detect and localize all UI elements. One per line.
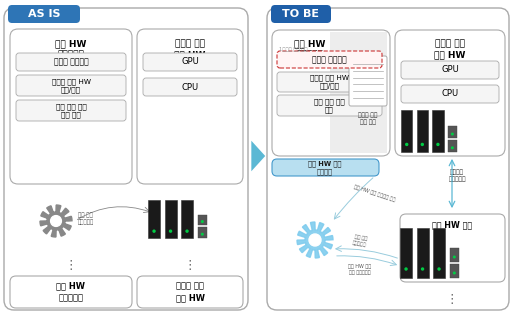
FancyBboxPatch shape [143,53,237,71]
Bar [417,228,428,278]
Text: 고성능 시버
노드 HW: 고성능 시버 노드 HW [435,39,466,60]
Text: 토컬 HW
관리시스템: 토컬 HW 관리시스템 [55,39,87,60]
Bar [148,200,160,238]
Text: 시스템 모니터링: 시스템 모니터링 [311,55,346,64]
Text: GPU: GPU [441,65,459,75]
Text: 확장 HW 모듈
제어 인터페이스: 확장 HW 모듈 제어 인터페이스 [348,264,371,275]
FancyBboxPatch shape [277,72,382,92]
Text: 확장 HW 그룹
모니터링: 확장 HW 그룹 모니터링 [308,161,342,175]
Text: TO BE: TO BE [283,9,320,19]
FancyBboxPatch shape [400,214,505,282]
FancyBboxPatch shape [349,56,387,106]
Text: 토컬 HW
관리시스템: 토컬 HW 관리시스템 [294,39,326,60]
Bar [432,110,444,152]
Text: 고성능 시버
노드 HW: 고성능 시버 노드 HW [174,39,206,60]
FancyBboxPatch shape [277,51,382,68]
FancyBboxPatch shape [16,100,126,121]
Text: GPU: GPU [181,57,199,66]
Bar [448,126,457,138]
Bar [449,264,459,278]
Bar [417,110,428,152]
FancyBboxPatch shape [137,29,243,184]
Bar [165,200,176,238]
Circle shape [202,221,203,222]
FancyArrowPatch shape [251,141,265,171]
Circle shape [51,215,62,226]
FancyBboxPatch shape [4,8,248,310]
Text: ⋮: ⋮ [184,260,196,272]
FancyBboxPatch shape [10,276,132,308]
FancyBboxPatch shape [271,5,331,23]
Text: 확산 HW 그룹: 확산 HW 그룹 [432,220,472,229]
Text: CPU: CPU [182,83,199,91]
FancyBboxPatch shape [143,78,237,96]
FancyBboxPatch shape [277,95,382,116]
Text: 원거 서버 관리
지원: 원거 서버 관리 지원 [314,98,345,113]
FancyBboxPatch shape [10,29,132,184]
Bar [448,140,457,152]
FancyBboxPatch shape [267,8,509,310]
Circle shape [170,230,171,232]
Bar [400,228,412,278]
Bar [449,248,459,262]
FancyBboxPatch shape [8,5,80,23]
Polygon shape [297,222,333,258]
FancyBboxPatch shape [272,159,379,176]
Circle shape [309,234,321,246]
FancyBboxPatch shape [272,30,390,156]
FancyBboxPatch shape [401,85,499,103]
Text: 고성능 서버
관리 표순: 고성능 서버 관리 표순 [358,112,378,124]
Text: CPU: CPU [442,89,459,98]
Circle shape [186,230,188,232]
Text: 고속통신
인터페이스: 고속통신 인터페이스 [448,170,466,182]
FancyBboxPatch shape [395,30,505,156]
Circle shape [406,144,408,145]
Circle shape [437,144,439,145]
FancyBboxPatch shape [137,276,243,308]
FancyBboxPatch shape [16,53,126,71]
Text: 고성능 서버
노드 HW: 고성능 서버 노드 HW [175,282,205,302]
Text: 고성능 서버 HW
제어/관리: 고성능 서버 HW 제어/관리 [310,75,349,89]
Bar [401,110,412,152]
FancyBboxPatch shape [401,61,499,79]
Text: ⋮: ⋮ [446,294,458,307]
Circle shape [405,268,407,270]
Bar [433,228,445,278]
Circle shape [453,272,455,274]
Text: ⋮: ⋮ [65,260,77,272]
Circle shape [451,133,453,135]
Bar [198,227,207,238]
Circle shape [153,230,155,232]
Circle shape [438,268,440,270]
Text: 토컬 HW
관리시스템: 토컬 HW 관리시스템 [56,282,86,302]
Bar [181,200,193,238]
FancyBboxPatch shape [16,75,126,96]
Text: 내부 통신
인터페이스: 내부 통신 인터페이스 [78,213,94,225]
Text: 시스템 모니터링: 시스템 모니터링 [54,57,88,66]
Circle shape [451,147,453,149]
Text: 확장 HW 센서 모니터링 정보: 확장 HW 센서 모니터링 정보 [353,184,396,202]
Circle shape [422,268,424,270]
Text: 내부 통신
인터페이스: 내부 통신 인터페이스 [352,234,368,247]
Text: 원격 서버 관리
시얼 노들: 원격 서버 관리 시얼 노들 [55,103,86,118]
Text: 고성능 서버 HW
제어/관리: 고성능 서버 HW 제어/관리 [51,78,90,93]
Text: AS IS: AS IS [28,9,60,19]
Circle shape [453,256,455,258]
Circle shape [202,233,203,235]
Bar [198,215,207,226]
Text: 1기년도 수행 계획: 1기년도 수행 계획 [279,47,307,52]
Circle shape [421,144,423,145]
FancyBboxPatch shape [330,32,387,153]
Polygon shape [40,205,72,237]
